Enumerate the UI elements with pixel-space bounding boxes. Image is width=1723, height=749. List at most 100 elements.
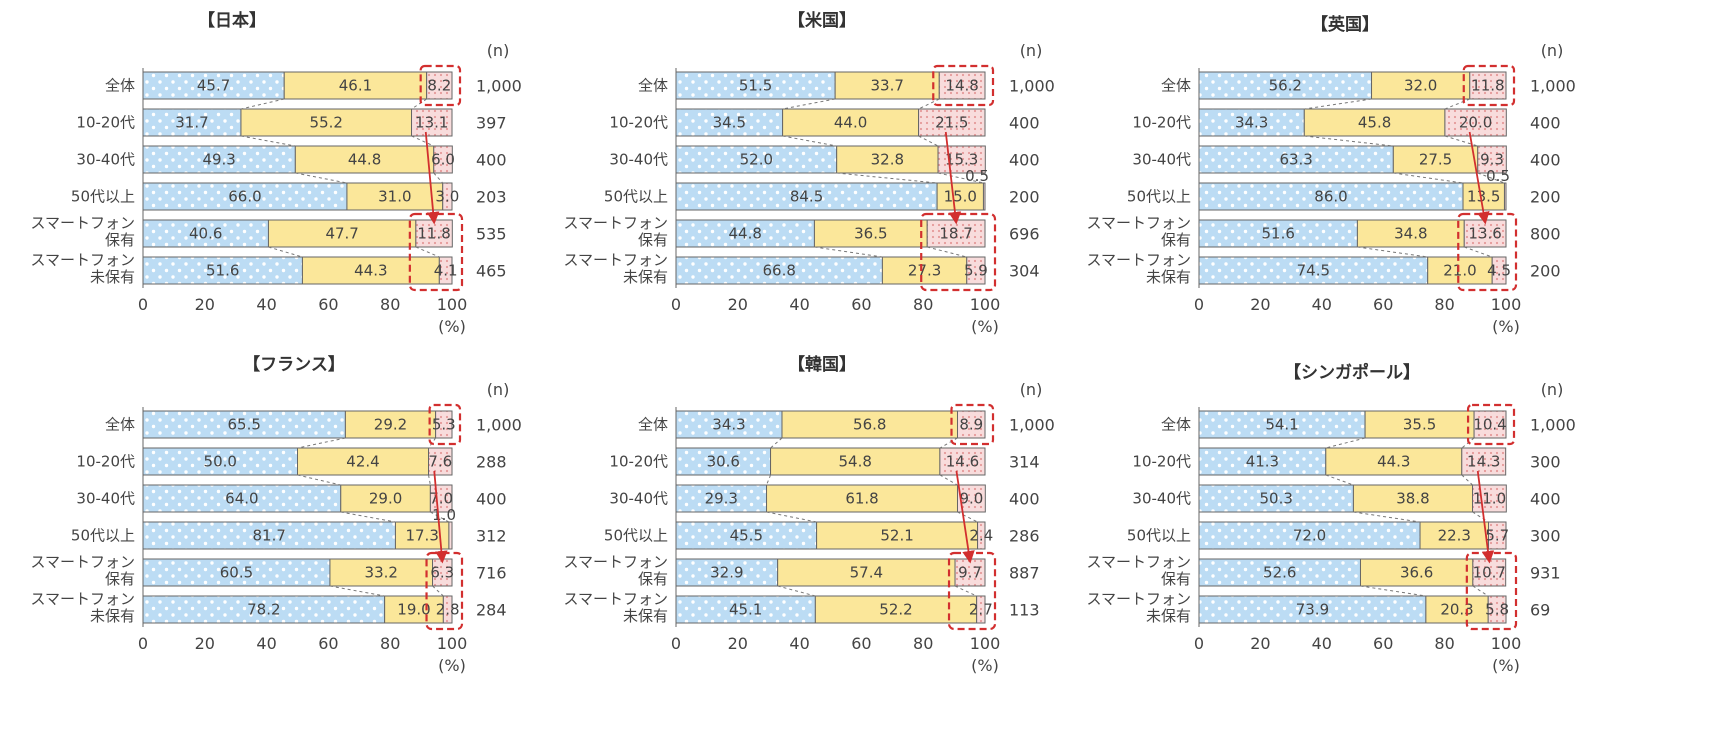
n-value: 400 [1009,490,1040,509]
bar-segment [938,71,986,100]
bar-segment [918,108,986,137]
data-label: 36.5 [854,225,887,243]
connector-line [432,585,444,597]
connector-line [918,98,940,110]
n-value: 1,000 [1009,416,1055,435]
data-label: 51.6 [206,262,239,280]
bar-segment [1198,521,1421,550]
n-value: 300 [1530,453,1561,472]
bar-segment [937,145,986,174]
category-label: スマートフォン未保有 [1086,251,1191,286]
x-tick-label: 60 [318,295,338,314]
bar-segment [1359,558,1474,587]
bar-segment [1488,521,1507,550]
data-label: 0.5 [1486,167,1510,185]
category-label: スマートフォン保有 [563,214,668,249]
bar-segment [1487,595,1507,624]
category-label: 30-40代 [1132,151,1191,169]
n-value: 200 [1530,262,1561,281]
bar-segment [294,145,435,174]
data-label: 45.1 [729,601,762,619]
bar-segment [1364,410,1475,439]
data-label: 60.5 [220,564,253,582]
connector-line [957,511,978,523]
category-label: 全体 [638,77,668,95]
category-label: スマートフォン未保有 [30,251,135,286]
bar-segment [1198,410,1366,439]
data-label: 32.8 [871,151,904,169]
data-label: 45.7 [197,77,230,95]
category-label: スマートフォン保有 [1086,214,1191,249]
highlight-box-smartphone [920,212,997,292]
highlight-box-overall [428,403,462,446]
category-label: スマートフォン未保有 [563,590,668,625]
connector-line [782,98,836,110]
data-label: 64.0 [225,490,258,508]
category-label: スマートフォン未保有 [563,251,668,286]
x-tick-label: 40 [256,295,276,314]
data-label: 14.6 [946,453,979,471]
n-value: 400 [476,490,507,509]
category-label: 50代以上 [1127,188,1191,206]
connector-line [766,511,817,523]
connector-line [1353,511,1421,523]
connector-line [1461,474,1473,486]
category-label: 30-40代 [76,490,135,508]
data-label: 31.7 [175,114,208,132]
data-label: 84.5 [790,188,823,206]
data-label: 4.5 [1487,262,1511,280]
data-label: 34.3 [1235,114,1268,132]
data-label: 20.0 [1459,114,1492,132]
bar-segment [675,182,938,211]
data-label: 45.5 [730,527,763,545]
bar-segment [956,484,986,513]
trend-arrow [955,470,975,564]
category-label: 10-20代 [76,114,135,132]
n-value: 397 [476,114,507,133]
connector-line [240,135,296,147]
bar-segment [675,521,818,550]
category-label: 30-40代 [1132,490,1191,508]
highlight-box-overall [1462,64,1516,107]
connector-line [1444,98,1470,110]
connector-line [814,246,883,258]
data-label: 3.0 [435,188,459,206]
n-value: 465 [476,262,507,281]
bar-segment [1503,182,1507,211]
connector-line [1325,437,1366,449]
chart-title: 【米国】 [788,10,856,31]
connector-line [240,98,285,110]
bar-segment [766,484,958,513]
n-value: 314 [1009,453,1040,472]
connector-line [766,474,772,486]
bar-segment [966,256,986,285]
x-tick-label: 0 [138,634,148,653]
bar-segment [1425,595,1489,624]
category-label: 10-20代 [76,453,135,471]
data-label: 27.3 [908,262,941,280]
category-label: 50代以上 [1127,527,1191,545]
data-label: 32.9 [710,564,743,582]
chart-panel-5: 【韓国】 (n) 34.3 56.8 8.9 全体 1,000 30.6 54.8 14.6 10-… [563,354,1054,675]
data-label: 27.5 [1419,151,1452,169]
x-tick-label: 60 [1373,634,1393,653]
bar-segment [1444,108,1507,137]
category-label: スマートフォン未保有 [1086,590,1191,625]
data-label: 36.6 [1400,564,1433,582]
category-label: 10-20代 [609,114,668,132]
data-label: 49.3 [202,151,235,169]
bar-segment [1472,558,1507,587]
category-label: 10-20代 [1132,114,1191,132]
data-label: 42.4 [346,453,379,471]
n-value: 203 [476,188,507,207]
bar-segment [675,71,836,100]
bar-segment [426,71,453,100]
data-label: 21.5 [935,114,968,132]
data-label: 2.8 [436,601,460,619]
bar-segment [881,256,968,285]
data-label: 13.1 [415,114,448,132]
data-label: 10.4 [1473,416,1506,434]
n-value: 716 [476,564,507,583]
bar-segment [977,521,986,550]
data-label: 54.1 [1265,416,1298,434]
